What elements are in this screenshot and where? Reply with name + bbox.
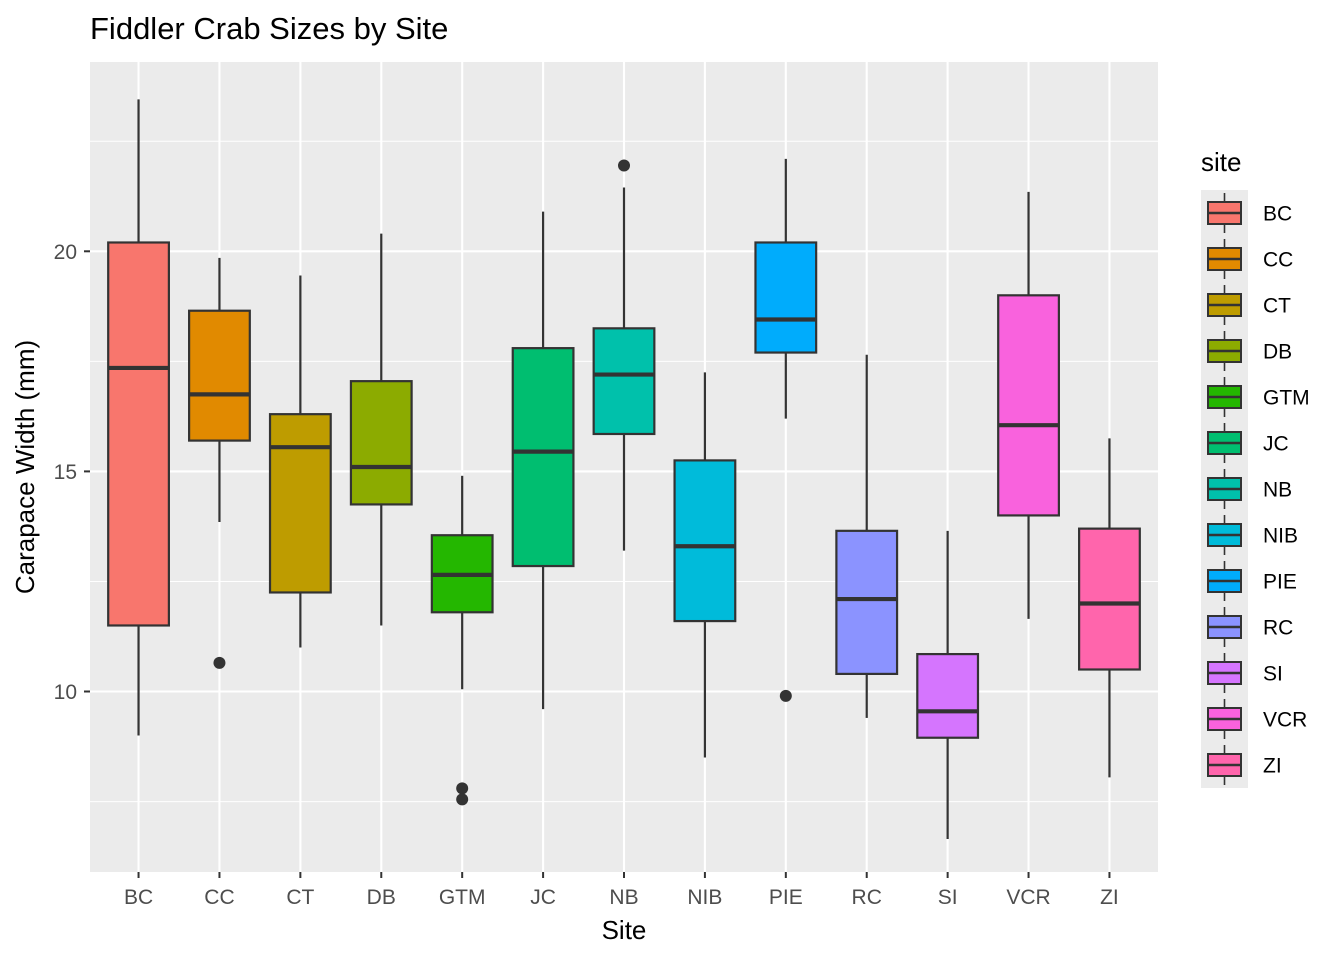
legend-item-pie: PIE <box>1207 561 1297 601</box>
box-rc <box>835 354 899 718</box>
box-ct <box>268 275 332 648</box>
y-tick-label: 15 <box>54 461 77 484</box>
outlier-point <box>213 656 226 669</box>
boxes <box>107 99 1141 839</box>
legend-item-nib: NIB <box>1207 515 1298 555</box>
box-iqr <box>592 327 656 436</box>
legend-label: JC <box>1263 433 1289 456</box>
legend: site BC CC CT DB GTM JC NB NIB PIE RC SI VCR ZI <box>1201 147 1310 788</box>
box-iqr <box>673 459 737 623</box>
legend-item-db: DB <box>1207 331 1292 371</box>
x-tick-label: PIE <box>769 886 803 909</box>
box-nb <box>592 159 656 551</box>
box-iqr <box>997 294 1060 517</box>
outlier-point <box>618 159 630 172</box>
legend-label: VCR <box>1263 709 1307 732</box>
x-tick-label: RC <box>852 886 882 909</box>
box-gtm <box>430 475 494 806</box>
x-tick-label: GTM <box>439 886 486 909</box>
legend-label: SI <box>1263 663 1283 686</box>
legend-label: PIE <box>1263 571 1297 594</box>
box-iqr <box>754 241 818 354</box>
box-iqr <box>107 241 170 627</box>
legend-label: RC <box>1263 617 1293 640</box>
legend-item-nb: NB <box>1207 469 1292 509</box>
legend-label: NIB <box>1263 525 1298 548</box>
legend-item-bc: BC <box>1207 193 1292 233</box>
legend-items: BC CC CT DB GTM JC NB NIB PIE RC SI VCR ZI <box>1207 193 1310 785</box>
box-iqr <box>349 380 413 506</box>
y-tick-label: 20 <box>54 241 77 264</box>
legend-item-gtm: GTM <box>1207 377 1310 417</box>
box-bc <box>107 99 170 736</box>
legend-item-rc: RC <box>1207 607 1293 647</box>
legend-label: GTM <box>1263 387 1310 410</box>
y-axis-title: Carapace Width (mm) <box>10 340 40 594</box>
box-iqr <box>916 652 980 739</box>
outlier-point <box>456 782 469 795</box>
legend-item-cc: CC <box>1207 239 1293 279</box>
legend-item-si: SI <box>1207 653 1283 693</box>
x-axis-title: Site <box>602 915 647 945</box>
x-tick-label: CC <box>204 886 234 909</box>
x-tick-label: NB <box>609 886 638 909</box>
x-tick-label: JC <box>530 886 556 909</box>
box-iqr <box>1078 527 1141 671</box>
x-tick-label: BC <box>124 886 153 909</box>
legend-label: BC <box>1263 203 1292 226</box>
y-axis: 10 15 20 <box>54 241 90 704</box>
x-tick-label: CT <box>286 886 314 909</box>
legend-item-ct: CT <box>1207 285 1291 325</box>
legend-label: CT <box>1263 295 1291 318</box>
x-tick-label: NIB <box>687 886 722 909</box>
outlier-point <box>779 689 792 702</box>
box-pie <box>754 158 818 702</box>
y-tick-label: 10 <box>54 681 77 704</box>
box-iqr <box>188 309 251 442</box>
x-tick-label: VCR <box>1006 886 1050 909</box>
box-si <box>916 530 980 839</box>
box-zi <box>1078 438 1141 778</box>
legend-label: ZI <box>1263 755 1282 778</box>
legend-item-vcr: VCR <box>1207 699 1307 739</box>
box-iqr <box>268 413 332 594</box>
legend-item-jc: JC <box>1207 423 1289 463</box>
box-nib <box>673 372 737 758</box>
legend-label: NB <box>1263 479 1292 502</box>
x-tick-label: SI <box>938 886 958 909</box>
x-tick-label: ZI <box>1100 886 1119 909</box>
legend-title: site <box>1201 147 1241 177</box>
outlier-point <box>456 793 469 806</box>
box-jc <box>511 211 575 710</box>
chart-title: Fiddler Crab Sizes by Site <box>90 11 448 46</box>
legend-item-zi: ZI <box>1207 745 1282 785</box>
x-axis: BC CC CT DB GTM JC NB NIB PIE RC SI VCR ZI <box>124 872 1119 909</box>
legend-label: DB <box>1263 341 1292 364</box>
legend-label: CC <box>1263 249 1293 272</box>
box-iqr <box>511 347 575 568</box>
x-tick-label: DB <box>367 886 396 909</box>
box-cc <box>188 257 251 669</box>
box-vcr <box>997 191 1060 619</box>
box-iqr <box>835 529 899 676</box>
box-db <box>349 233 413 626</box>
